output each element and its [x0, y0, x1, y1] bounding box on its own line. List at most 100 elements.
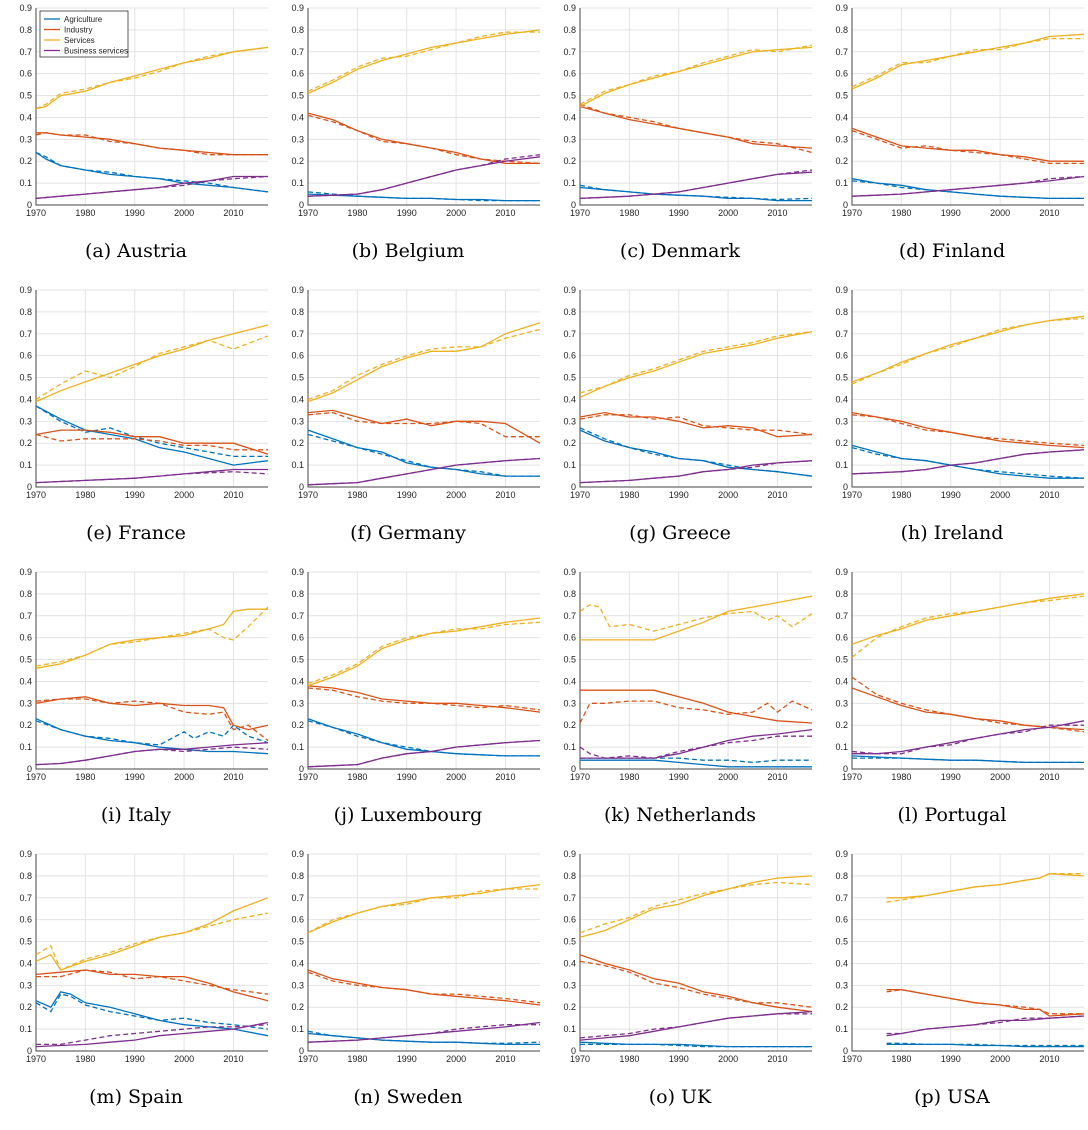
y-tick-label: 0.9: [19, 849, 32, 859]
axes: [851, 290, 1084, 488]
y-tick-label: 0.8: [835, 307, 848, 317]
legend-label: Business services: [64, 47, 128, 56]
y-tick-label: 0.4: [563, 394, 576, 404]
y-tick-label: 0.9: [291, 285, 304, 295]
series-line: [307, 971, 541, 1004]
y-tick-label: 0: [843, 764, 848, 774]
y-tick-label: 0.5: [291, 373, 304, 383]
y-tick-label: 0.7: [563, 893, 576, 903]
x-tick-label: 2010: [223, 1054, 243, 1064]
x-tick-label: 1970: [570, 490, 590, 500]
y-tick-label: 0.6: [19, 351, 32, 361]
series-line: [35, 608, 268, 669]
chart-panel: 0 0.1 0.2 0.3 0.4 0.5 0.6 0.7 0.8 0.9 1970 1980 1990…: [544, 846, 816, 1128]
y-tick-label: 0.8: [835, 589, 848, 599]
x-tick-label: 2010: [223, 772, 243, 782]
series-line: [580, 759, 812, 768]
y-tick-label: 0.9: [835, 849, 848, 859]
series-line: [579, 954, 813, 1013]
y-tick-label: 0: [571, 482, 576, 492]
x-tick-label: 2010: [495, 208, 515, 218]
y-tick-label: 0.2: [19, 720, 32, 730]
panel-caption: (n) Sweden: [353, 1086, 463, 1108]
series-line: [851, 127, 1084, 162]
y-tick-label: 0.9: [19, 285, 32, 295]
series-line: [579, 414, 813, 436]
y-tick-label: 0.3: [835, 416, 848, 426]
y-tick-label: 0.6: [835, 69, 848, 79]
y-tick-label: 0.6: [291, 633, 304, 643]
series-line: [851, 446, 1085, 479]
x-tick-label: 1990: [125, 490, 145, 500]
y-tick-label: 0.2: [19, 156, 32, 166]
series-line: [579, 960, 813, 1008]
series-line: [35, 746, 269, 766]
axes: [579, 8, 812, 206]
series-line: [307, 883, 541, 934]
series-line: [35, 1021, 269, 1048]
x-tick-label: 1980: [75, 772, 95, 782]
series-line: [36, 969, 269, 995]
series-line: [35, 405, 269, 466]
x-tick-label: 1990: [397, 772, 417, 782]
y-tick-label: 0.3: [19, 698, 32, 708]
x-tick-label: 1990: [397, 490, 417, 500]
y-tick-label: 0.3: [291, 980, 304, 990]
x-tick-label: 1970: [26, 772, 46, 782]
series-line: [35, 993, 269, 1030]
line-chart: 0 0.1 0.2 0.3 0.4 0.5 0.6 0.7 0.8 0.9 1970 1980 1990…: [563, 285, 813, 500]
chart-panel: 0 0.1 0.2 0.3 0.4 0.5 0.6 0.7 0.8 0.9 1970 1980 1990…: [544, 0, 816, 282]
panel-caption: (m) Spain: [89, 1086, 183, 1108]
y-tick-label: 0.9: [835, 3, 848, 13]
series-line: [35, 698, 269, 742]
panel-caption: (a) Austria: [84, 240, 188, 262]
y-tick-label: 0.8: [291, 307, 304, 317]
series-line: [35, 46, 269, 110]
x-tick-label: 1970: [26, 1054, 46, 1064]
plot-area: [36, 290, 268, 487]
y-tick-label: 0.1: [291, 1024, 304, 1034]
chart-panel: 0 0.1 0.2 0.3 0.4 0.5 0.6 0.7 0.8 0.9 1970 1980 1990…: [272, 282, 544, 564]
x-tick-label: 2000: [718, 772, 738, 782]
y-tick-label: 0.6: [291, 69, 304, 79]
y-tick-label: 0.8: [19, 589, 32, 599]
y-tick-label: 0.1: [19, 742, 32, 752]
x-tick-label: 1990: [669, 1054, 689, 1064]
plot-area: [580, 572, 812, 769]
chart-panel: 0 0.1 0.2 0.3 0.4 0.5 0.6 0.7 0.8 0.9 1970 1980 1990…: [816, 564, 1088, 846]
x-tick-label: 1970: [26, 208, 46, 218]
y-tick-label: 0.8: [291, 25, 304, 35]
series-line: [307, 739, 541, 768]
y-tick-label: 0.4: [291, 112, 304, 122]
plot-area: [852, 8, 1084, 205]
y-tick-label: 0.3: [291, 698, 304, 708]
line-chart: 0 0.1 0.2 0.3 0.4 0.5 0.6 0.7 0.8 0.9 1970 1980 1990…: [835, 567, 1085, 782]
x-tick-label: 2000: [718, 1054, 738, 1064]
y-tick-label: 0.8: [19, 307, 32, 317]
series-line: [851, 449, 1085, 475]
x-tick-label: 1990: [941, 490, 961, 500]
y-tick-label: 0.2: [19, 438, 32, 448]
series-line: [886, 1042, 1084, 1047]
y-tick-label: 0: [299, 1046, 304, 1056]
y-tick-label: 0.7: [563, 329, 576, 339]
y-tick-label: 0.1: [291, 178, 304, 188]
y-tick-label: 0.8: [835, 871, 848, 881]
series-line: [579, 735, 812, 759]
x-tick-label: 1970: [842, 490, 862, 500]
y-tick-label: 0.5: [835, 655, 848, 665]
x-tick-label: 1980: [619, 490, 639, 500]
series-line: [580, 595, 813, 641]
plot-area: [580, 290, 812, 487]
series-line: [307, 720, 540, 757]
panel-caption: (p) USA: [914, 1086, 990, 1108]
y-tick-label: 0.1: [563, 1024, 576, 1034]
line-chart: 0 0.1 0.2 0.3 0.4 0.5 0.6 0.7 0.8 0.9 1970 1980 1990…: [19, 285, 269, 500]
y-tick-label: 0.6: [835, 351, 848, 361]
chart-panel: 0 0.1 0.2 0.3 0.4 0.5 0.6 0.7 0.8 0.9 1970 1980 1990…: [0, 564, 272, 846]
series-line: [851, 175, 1085, 197]
y-tick-label: 0.5: [19, 937, 32, 947]
line-chart: 0 0.1 0.2 0.3 0.4 0.5 0.6 0.7 0.8 0.9 1970 1980 1990…: [835, 285, 1085, 500]
plot-area: [580, 854, 812, 1051]
x-tick-label: 1990: [669, 490, 689, 500]
